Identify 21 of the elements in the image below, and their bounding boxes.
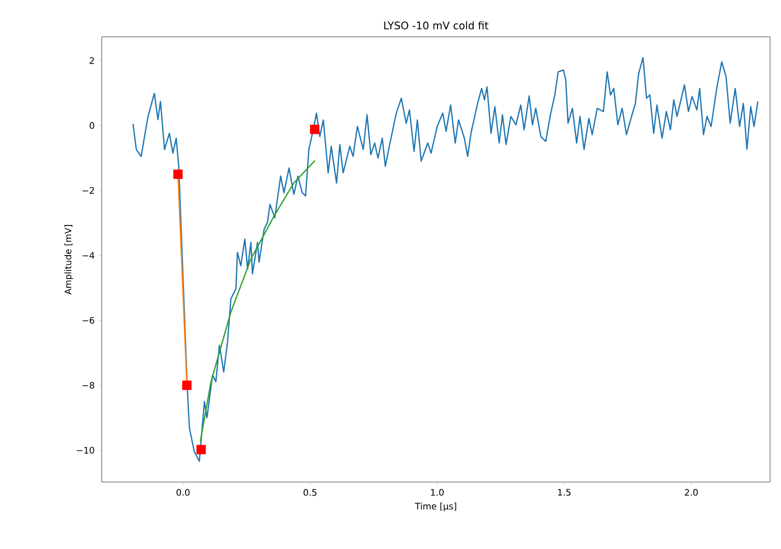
x-tick-label: 1.0 [431,489,444,496]
x-tick-label: 0.5 [304,489,316,496]
point [182,380,192,390]
y-tick-label: −6 [82,317,94,324]
y-tick-label: 2 [90,57,94,64]
y-tick-label: −10 [76,446,94,454]
line-series [132,57,758,462]
y-tick-label: −2 [82,187,94,194]
point [196,444,206,454]
x-axis-title: Time [μs] [414,502,456,512]
line-series [200,160,316,442]
x-tick-label: 1.5 [558,489,571,496]
point [310,124,320,134]
point [173,170,183,179]
x-tick-label: 0.0 [176,489,190,496]
y-tick-label: −4 [82,252,94,259]
chart-title: LYSO -10 mV cold fit [384,21,488,30]
x-tick-label: 2.0 [684,489,698,496]
y-axis-title: Amplitude [mV] [64,225,74,295]
y-tick-label: 0 [90,122,94,129]
y-tick-label: −8 [82,382,94,389]
